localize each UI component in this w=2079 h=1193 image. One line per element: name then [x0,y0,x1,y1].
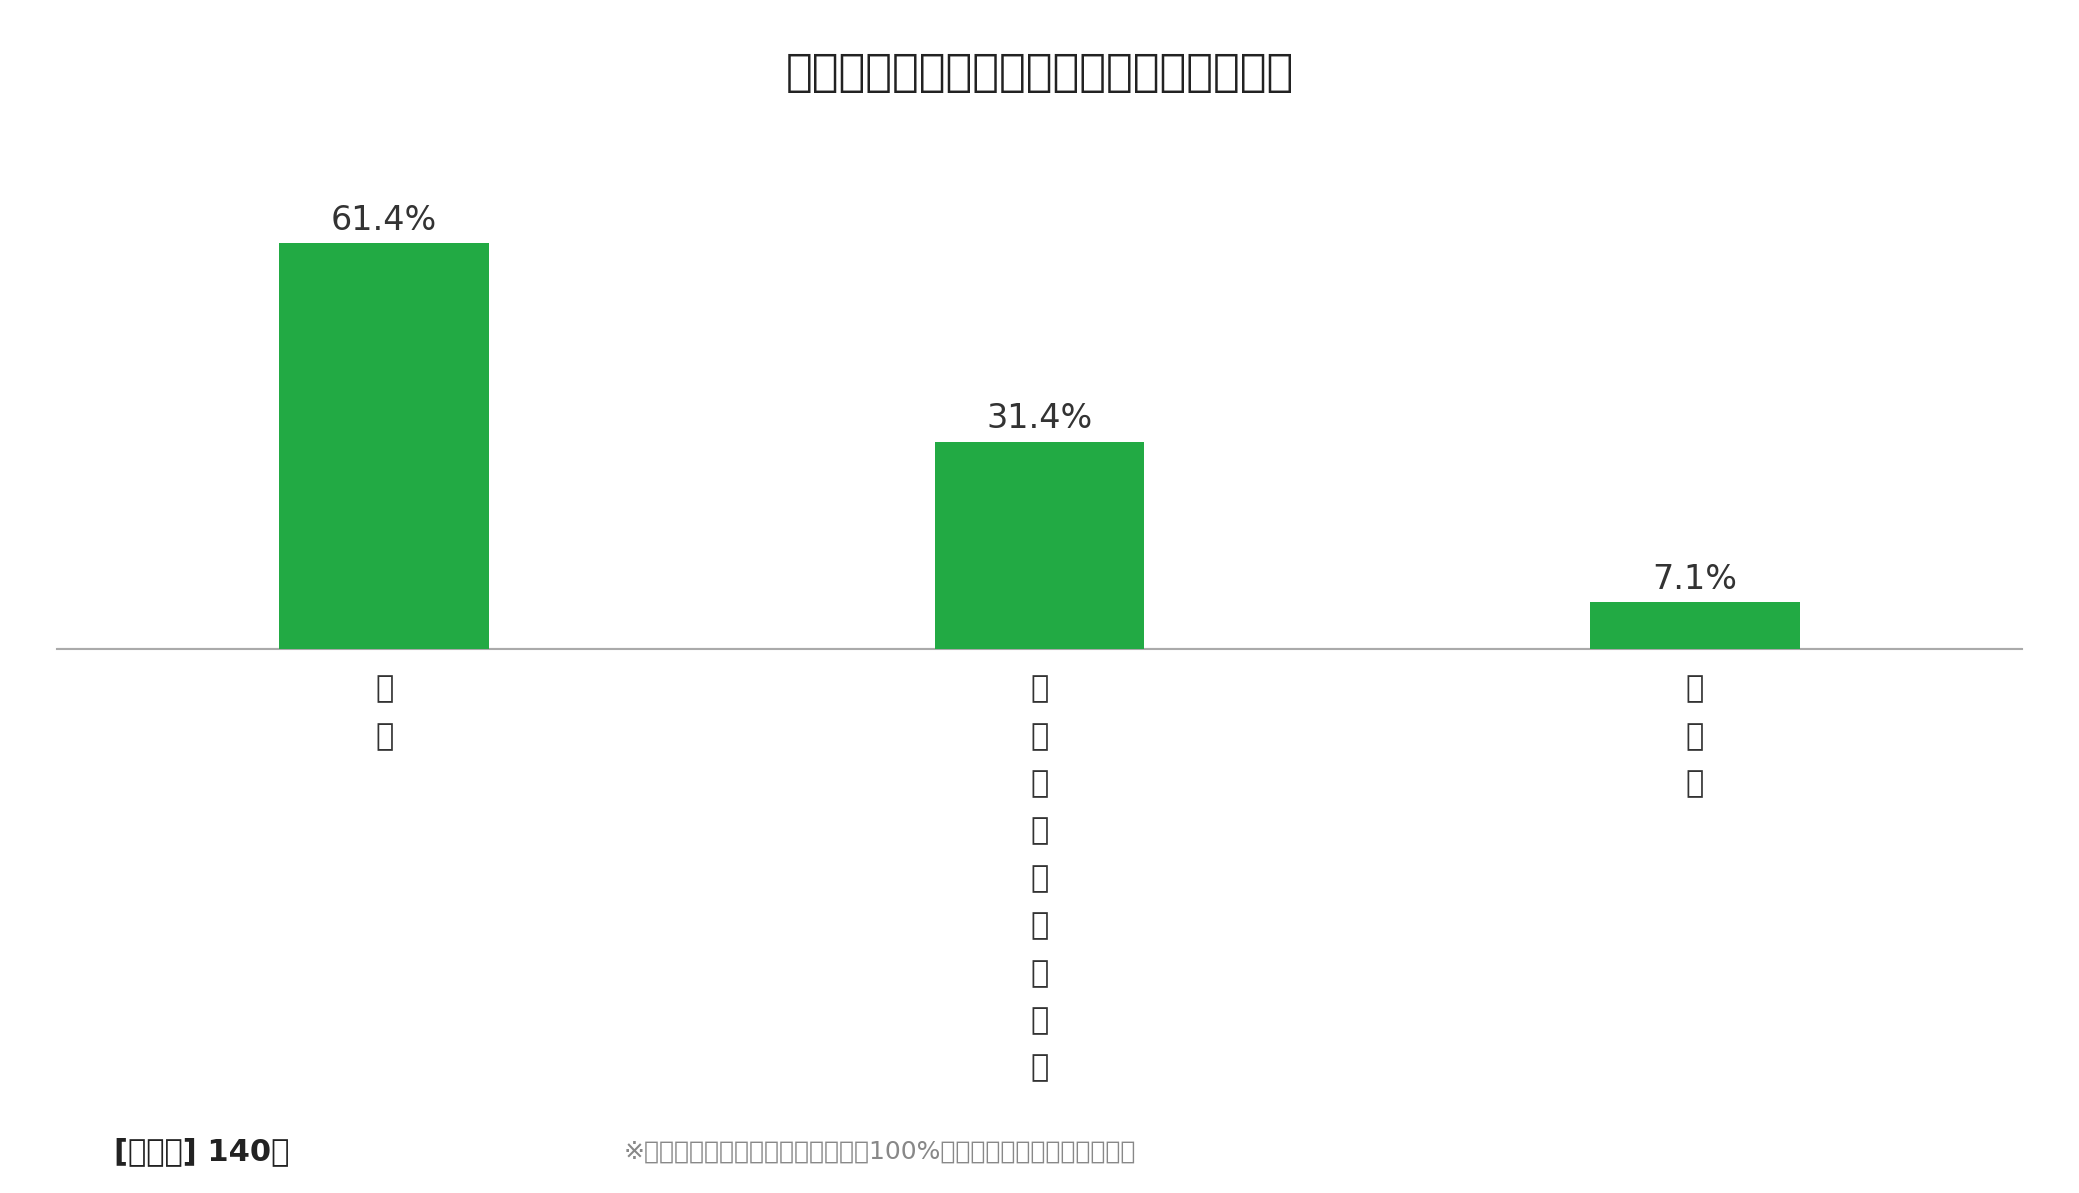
Text: 7.1%: 7.1% [1653,563,1738,595]
Text: 31.4%: 31.4% [985,402,1094,435]
Bar [1590,602,1800,649]
Text: 61.4%: 61.4% [331,204,437,236]
Title: 家族間で共通の趣味が増えたと思いますか: 家族間で共通の趣味が増えたと思いますか [786,51,1293,94]
Text: ※　端数処理のため、割合の合計は100%にならない場合があります。: ※ 端数処理のため、割合の合計は100%にならない場合があります。 [624,1139,1135,1163]
Text: [投票数] 140票: [投票数] 140票 [114,1137,289,1166]
Bar [936,441,1143,649]
Bar [279,243,489,649]
